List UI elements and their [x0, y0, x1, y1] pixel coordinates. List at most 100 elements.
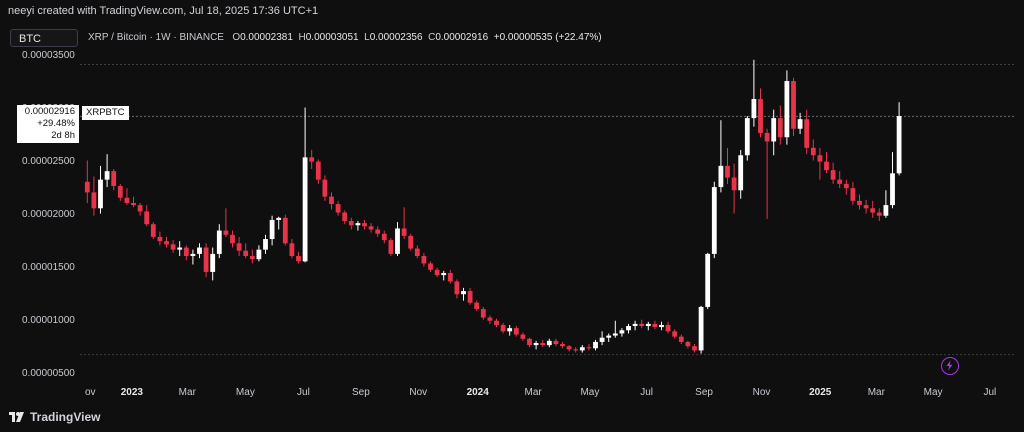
- candle-body: [698, 306, 704, 351]
- candle-body: [256, 249, 262, 260]
- candle-body: [216, 230, 222, 254]
- x-tick-label: ov: [85, 387, 96, 398]
- candle-body: [111, 171, 117, 187]
- candle-body: [428, 263, 433, 270]
- symbol-price-label: XRPBTC: [82, 106, 129, 120]
- x-tick-label: Mar: [868, 387, 886, 398]
- bar-countdown: 2d 8h: [51, 130, 75, 141]
- tradingview-brand: TradingView: [30, 410, 101, 424]
- candle-body: [368, 226, 374, 230]
- candle-body: [705, 253, 711, 307]
- x-tick-label: Sep: [695, 387, 713, 398]
- candle-body: [104, 171, 110, 180]
- candle-body: [678, 336, 684, 342]
- candle-body: [791, 81, 796, 129]
- candle-body: [461, 291, 466, 295]
- candle-body: [824, 161, 829, 171]
- candle-body: [381, 233, 387, 241]
- tradingview-footer[interactable]: TradingView: [8, 410, 100, 424]
- legend-close-value: 0.00002916: [435, 32, 489, 43]
- candle-body: [401, 228, 407, 236]
- candle-body: [837, 179, 843, 184]
- candle-body: [210, 253, 216, 272]
- candle-body: [289, 243, 295, 257]
- candle-body: [309, 157, 315, 162]
- candle-body: [144, 211, 150, 225]
- candle-body: [408, 235, 414, 249]
- x-tick-label: Jul: [297, 387, 310, 398]
- candle-body: [441, 272, 447, 276]
- candle-body: [692, 346, 697, 351]
- candle-body: [249, 256, 255, 260]
- candle-body: [150, 224, 156, 237]
- x-tick-label: May: [236, 387, 255, 398]
- candle-body: [817, 155, 823, 162]
- candle-body: [527, 338, 532, 346]
- candle-body: [665, 324, 671, 332]
- candle-body: [157, 236, 163, 242]
- x-tick-label: 2025: [809, 387, 832, 398]
- legend-low-value: 0.00002356: [369, 32, 423, 43]
- candle-body: [579, 347, 585, 351]
- symbol-search-box[interactable]: BTC: [10, 29, 78, 47]
- x-tick-label: Mar: [525, 387, 543, 398]
- candle-body: [342, 212, 348, 222]
- last-price-value: 0.00002916: [24, 106, 75, 117]
- candle-body: [659, 324, 664, 328]
- last-price-change: +29.48%: [37, 118, 75, 129]
- candle-body: [124, 197, 130, 203]
- candle-body: [645, 323, 651, 327]
- ohlc-legend: XRP / Bitcoin · 1W · BINANCE O0.00002381…: [88, 32, 602, 43]
- candle-body: [777, 118, 783, 138]
- candle-body: [243, 250, 249, 257]
- candle-body: [467, 291, 473, 303]
- candle-body: [164, 241, 169, 245]
- candle-body: [573, 349, 579, 351]
- legend-open-label: O: [232, 32, 241, 43]
- legend-high-value: 0.00003051: [305, 32, 359, 43]
- candle-body: [639, 323, 645, 327]
- x-tick-label: Nov: [753, 387, 771, 398]
- candle-body: [197, 247, 202, 254]
- candle-body: [758, 99, 763, 133]
- candle-body: [533, 342, 539, 346]
- legend-low-label: L: [364, 32, 370, 43]
- y-tick-label: 0.00001000: [22, 315, 75, 326]
- candle-body: [487, 317, 493, 321]
- candle-body: [183, 247, 189, 257]
- y-tick-label: 0.00002500: [22, 156, 75, 167]
- candle-body: [619, 330, 625, 334]
- lightning-icon[interactable]: [941, 357, 959, 375]
- candle-body: [797, 119, 803, 129]
- x-tick-label: Jul: [640, 387, 653, 398]
- candle-body: [672, 331, 678, 337]
- candle-body: [593, 341, 598, 349]
- candle-body: [725, 165, 730, 178]
- candle-body: [223, 230, 229, 235]
- candle-body: [474, 302, 480, 310]
- candle-body: [731, 177, 737, 191]
- candle-body: [329, 196, 334, 205]
- candle-body: [771, 118, 777, 142]
- candle-body: [857, 200, 862, 206]
- candle-body: [84, 181, 90, 193]
- candle-body: [375, 229, 381, 234]
- candle-body: [586, 347, 592, 349]
- candle-body: [276, 217, 282, 220]
- candle-body: [896, 116, 902, 174]
- candle-body: [315, 161, 321, 180]
- candle-body: [203, 247, 209, 272]
- x-tick-label: Jul: [983, 387, 996, 398]
- candle-body: [652, 323, 658, 328]
- candle-body: [494, 320, 499, 325]
- legend-change: +0.00000535 (+22.47%): [493, 32, 602, 43]
- candle-body: [395, 228, 400, 254]
- candle-body: [566, 346, 572, 350]
- legend-title: XRP / Bitcoin · 1W · BINANCE: [88, 32, 224, 43]
- candle-body: [626, 326, 631, 331]
- candle-body: [804, 119, 810, 148]
- candle-body: [348, 221, 354, 226]
- y-tick-label: 0.00000500: [22, 368, 75, 379]
- candle-body: [513, 328, 519, 335]
